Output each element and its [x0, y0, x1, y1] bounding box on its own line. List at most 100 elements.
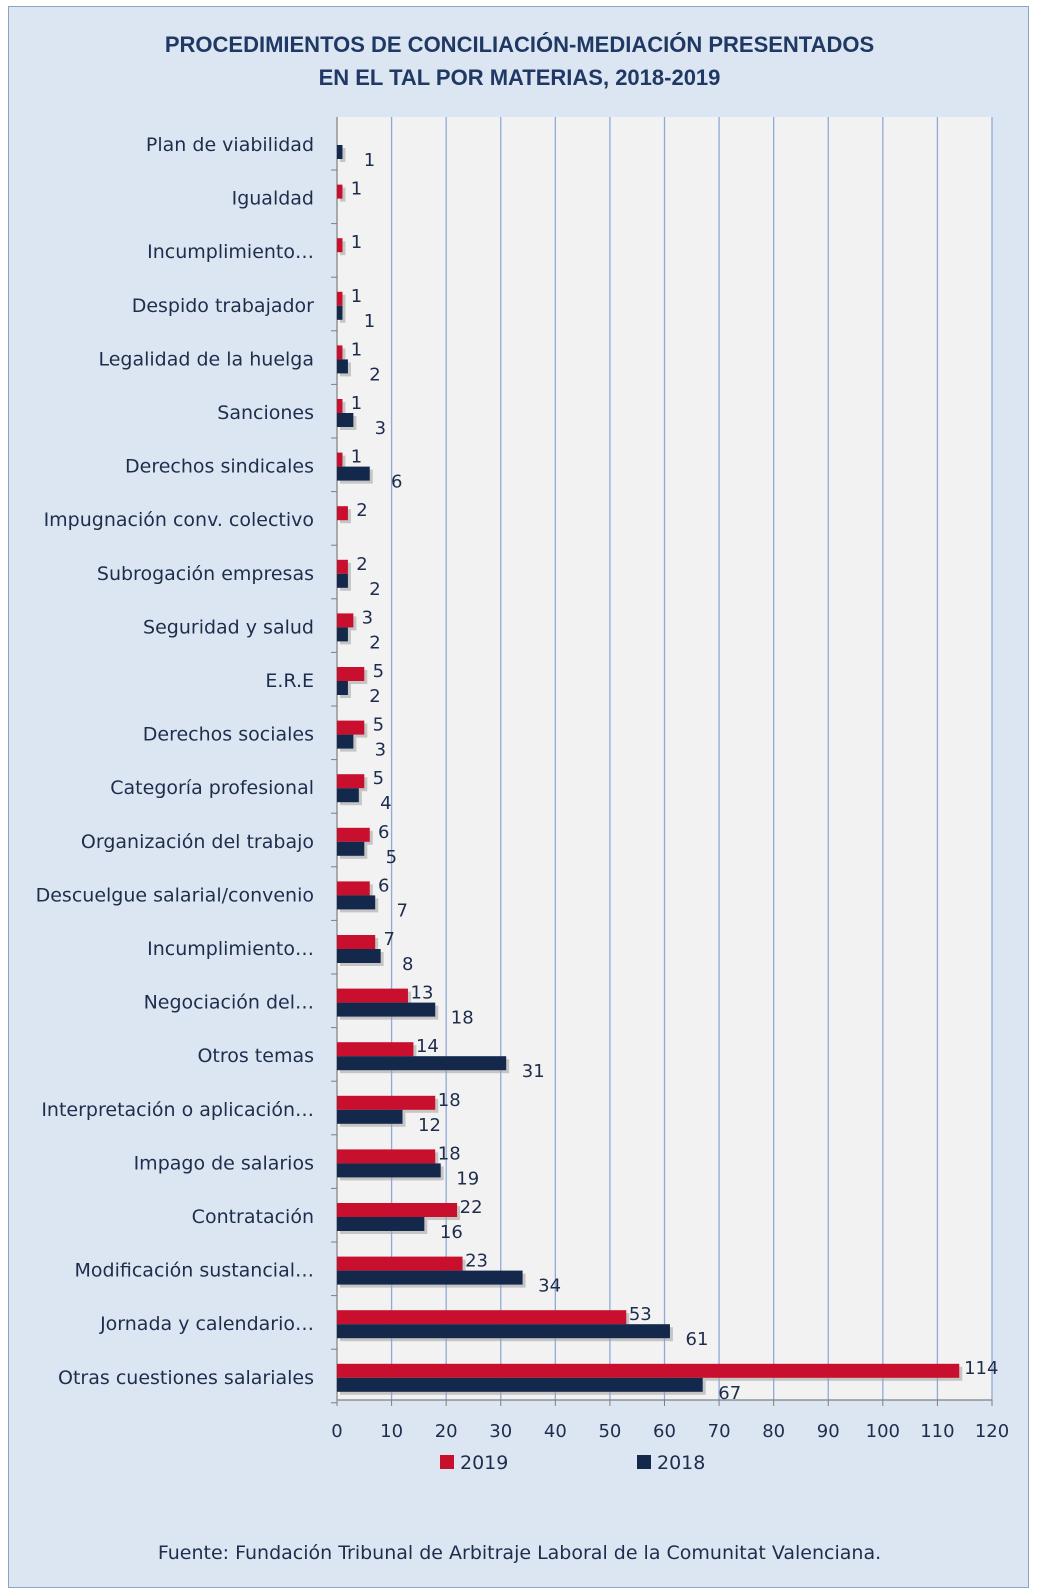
- bar-2018: [337, 145, 343, 159]
- category-label: Modificación sustancial…: [75, 1260, 314, 1282]
- bar-2019: [337, 1310, 627, 1325]
- data-label-2019: 5: [373, 715, 384, 736]
- data-label-2019: 18: [438, 1090, 461, 1111]
- category-label: Incumplimiento…: [147, 241, 314, 263]
- bar-2018: [337, 1270, 523, 1285]
- x-tick-label: 30: [489, 1421, 512, 1442]
- data-label-2019: 1: [351, 339, 362, 360]
- data-label-2019: 2: [356, 500, 367, 521]
- data-label-2019: 7: [383, 929, 394, 950]
- data-label-2019: 1: [351, 286, 362, 307]
- x-tick-label: 90: [817, 1421, 840, 1442]
- x-tick-label: 60: [653, 1421, 676, 1442]
- bar-shadow: [340, 187, 346, 202]
- data-label-2018: 19: [456, 1168, 479, 1189]
- bar-shadow: [340, 241, 346, 256]
- data-label-2018: 31: [522, 1061, 545, 1082]
- x-tick-label: 110: [920, 1421, 954, 1442]
- bar-2018: [337, 413, 354, 427]
- data-label-2019: 3: [362, 607, 373, 628]
- bar-2019: [337, 1203, 458, 1217]
- data-label-2018: 12: [418, 1115, 441, 1136]
- data-label-2019: 114: [964, 1358, 998, 1379]
- bar-shadow: [340, 348, 346, 363]
- x-tick-label: 0: [331, 1421, 342, 1442]
- bar-2018: [337, 305, 343, 320]
- data-label-2019: 1: [351, 447, 362, 468]
- legend-swatch-2018: [637, 1455, 651, 1469]
- category-label: Sanciones: [217, 402, 314, 424]
- bar-2019: [337, 988, 408, 1003]
- chart-title-line-2: EN EL TAL POR MATERIAS, 2018-2019: [318, 65, 721, 90]
- data-label-2019: 6: [378, 875, 389, 896]
- data-label-2018: 67: [718, 1383, 741, 1404]
- bar-2018: [337, 734, 354, 749]
- bar-shadow: [340, 148, 346, 162]
- bar-2018: [337, 949, 381, 963]
- category-label: Jornada y calendario…: [99, 1313, 314, 1335]
- data-label-2019: 5: [373, 768, 384, 789]
- bar-2018: [337, 359, 348, 374]
- bar-2018: [337, 466, 370, 481]
- chart-title-line-1: PROCEDIMIENTOS DE CONCILIACIÓN-MEDIACIÓN…: [164, 32, 875, 57]
- category-label: Otras cuestiones salariales: [58, 1367, 314, 1389]
- bar-2019: [337, 452, 343, 467]
- data-label-2019: 22: [460, 1197, 483, 1218]
- bar-2019: [337, 345, 343, 360]
- data-label-2018: 4: [380, 793, 391, 814]
- category-label: Seguridad y salud: [143, 616, 314, 638]
- data-label-2019: 18: [438, 1143, 461, 1164]
- bar-2019: [337, 1042, 414, 1057]
- bar-2018: [337, 1109, 403, 1124]
- category-label: Negociación del…: [144, 992, 314, 1014]
- bar-2018: [337, 1002, 436, 1017]
- bar-2019: [337, 506, 348, 521]
- data-label-2019: 5: [373, 661, 384, 682]
- bar-2018: [337, 1217, 425, 1231]
- category-label: Incumplimiento…: [147, 938, 314, 960]
- bar-2019: [337, 827, 370, 842]
- bar-2019: [337, 935, 376, 949]
- category-label: Plan de viabilidad: [146, 134, 314, 156]
- bar-2019: [337, 184, 343, 199]
- data-label-2018: 16: [440, 1222, 463, 1243]
- category-label: Categoría profesional: [110, 777, 314, 799]
- legend-label-2019: 2019: [460, 1452, 508, 1474]
- data-label-2019: 2: [356, 554, 367, 575]
- bar-2018: [337, 627, 348, 642]
- bar-2019: [337, 667, 365, 681]
- data-label-2019: 1: [351, 232, 362, 253]
- data-label-2018: 7: [396, 900, 407, 921]
- bar-2018: [337, 1056, 507, 1071]
- data-label-2018: 18: [451, 1008, 474, 1029]
- bar-2019: [337, 720, 365, 735]
- chart-title: PROCEDIMIENTOS DE CONCILIACIÓN-MEDIACIÓN…: [0, 28, 1039, 94]
- data-label-2018: 2: [369, 364, 380, 385]
- category-label: Descuelgue salarial/convenio: [36, 884, 314, 906]
- data-label-2018: 3: [375, 418, 386, 439]
- data-label-2019: 1: [351, 179, 362, 200]
- category-label: Impugnación conv. colectivo: [44, 509, 314, 531]
- x-tick-label: 10: [380, 1421, 403, 1442]
- x-tick-label: 120: [975, 1421, 1009, 1442]
- x-tick-label: 40: [544, 1421, 567, 1442]
- data-label-2019: 23: [465, 1251, 488, 1272]
- bar-2018: [337, 681, 348, 695]
- bar-2019: [337, 1363, 960, 1378]
- bar-2019: [337, 1149, 436, 1164]
- bar-2018: [337, 1324, 670, 1339]
- x-tick-label: 70: [708, 1421, 731, 1442]
- legend-label-2018: 2018: [657, 1452, 705, 1474]
- x-tick-label: 80: [762, 1421, 785, 1442]
- bar-2019: [337, 1095, 436, 1110]
- bar-2019: [337, 774, 365, 789]
- data-label-2018: 2: [369, 686, 380, 707]
- data-label-2019: 13: [411, 983, 434, 1004]
- category-label: E.R.E: [265, 670, 314, 692]
- category-label: Subrogación empresas: [97, 563, 314, 585]
- bar-2018: [337, 788, 359, 803]
- data-label-2018: 34: [538, 1276, 561, 1297]
- bar-2018: [337, 573, 348, 588]
- category-label: Organización del trabajo: [81, 831, 314, 853]
- bar-2019: [337, 238, 343, 253]
